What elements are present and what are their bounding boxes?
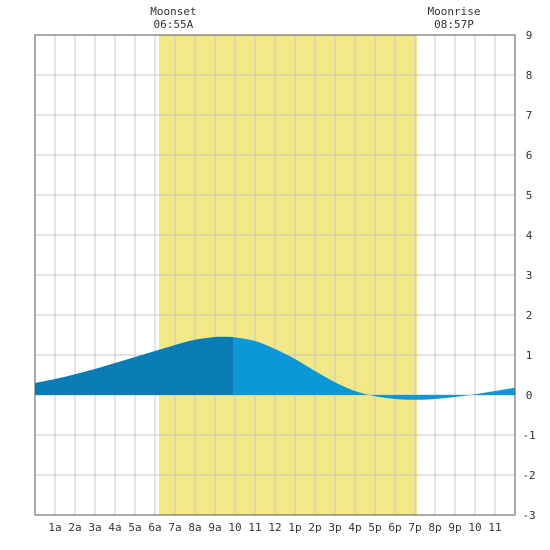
y-tick-label: 4 (526, 229, 533, 242)
x-tick-label: 4p (348, 521, 361, 534)
y-tick-label: 1 (526, 349, 533, 362)
y-tick-label: 7 (526, 109, 533, 122)
x-tick-label: 2a (68, 521, 81, 534)
y-tick-label: 3 (526, 269, 533, 282)
x-tick-label: 10 (228, 521, 241, 534)
y-tick-label: 6 (526, 149, 533, 162)
y-tick-label: 9 (526, 29, 533, 42)
x-tick-label: 4a (108, 521, 121, 534)
x-tick-label: 6p (388, 521, 401, 534)
x-tick-label: 11 (488, 521, 501, 534)
x-tick-label: 12 (268, 521, 281, 534)
tide-area-rising (35, 336, 233, 395)
x-tick-label: 3a (88, 521, 101, 534)
x-tick-label: 6a (148, 521, 161, 534)
plot-frame (34, 34, 516, 516)
x-tick-label: 5p (368, 521, 381, 534)
x-tick-label: 5a (128, 521, 141, 534)
y-tick-label: 0 (526, 389, 533, 402)
x-tick-label: 11 (248, 521, 261, 534)
event-title: Moonset (150, 5, 196, 18)
x-tick-label: 8a (188, 521, 201, 534)
x-tick-label: 1a (48, 521, 61, 534)
x-tick-label: 9p (448, 521, 461, 534)
event-time: 06:55A (154, 18, 194, 31)
event-title: Moonrise (428, 5, 481, 18)
y-tick-label: -1 (522, 429, 535, 442)
x-tick-label: 3p (328, 521, 341, 534)
x-tick-label: 7a (168, 521, 181, 534)
grid (35, 34, 515, 516)
x-tick-label: 10 (468, 521, 481, 534)
x-tick-label: 7p (408, 521, 421, 534)
y-tick-label: 2 (526, 309, 533, 322)
y-tick-label: -2 (522, 469, 535, 482)
y-tick-label: -3 (522, 509, 535, 522)
y-tick-label: 8 (526, 69, 533, 82)
tide-area-falling (233, 337, 515, 400)
x-tick-label: 9a (208, 521, 221, 534)
y-tick-label: 5 (526, 189, 533, 202)
x-tick-label: 1p (288, 521, 301, 534)
event-time: 08:57P (434, 18, 474, 31)
x-tick-label: 2p (308, 521, 321, 534)
x-tick-label: 8p (428, 521, 441, 534)
